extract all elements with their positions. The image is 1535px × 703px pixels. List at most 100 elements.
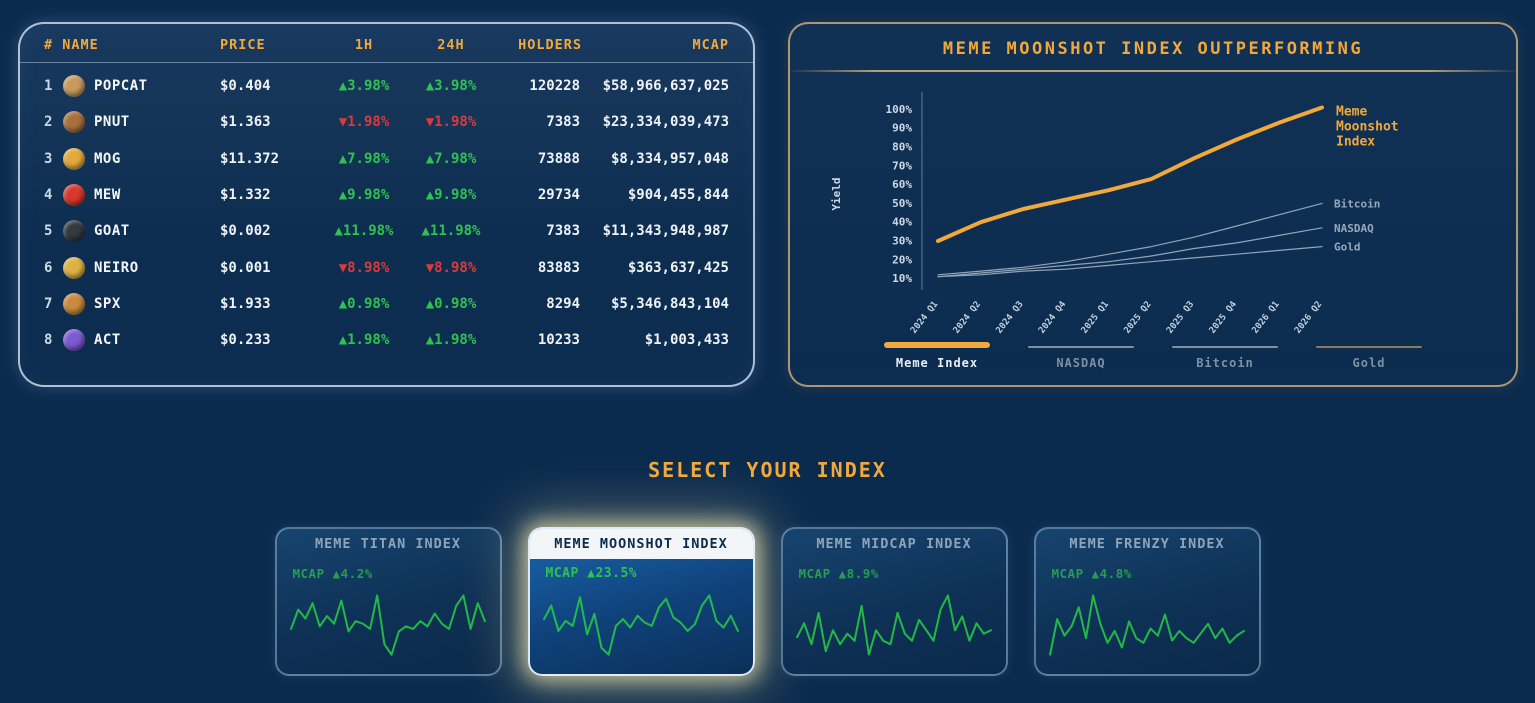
coin-rank: 3 <box>44 150 53 167</box>
goat-coin-icon <box>63 220 85 243</box>
coin-change-1h: ▲0.98% <box>338 295 390 312</box>
index-sparkline-chart <box>290 594 486 656</box>
table-header: # NAME PRICE 1H 24H HOLDERS MCAP <box>20 24 753 63</box>
coin-price: $0.002 <box>220 223 271 240</box>
coin-cell: 1 POPCAT <box>44 75 220 98</box>
index-card-title: MEME MOONSHOT INDEX <box>529 529 753 559</box>
index-sparkline-chart <box>796 594 992 656</box>
coin-change-1h: ▲7.98% <box>338 150 390 167</box>
coin-change-1h: ▲9.98% <box>338 187 390 204</box>
index-card-meme-frenzy-index[interactable]: MEME FRENZY INDEX MCAP ▲4.8% <box>1033 527 1261 676</box>
table-row[interactable]: 8 ACT $0.233 ▲1.98% ▲1.98% 10233 $1,003,433 <box>44 322 729 358</box>
legend-label: Bitcoin <box>1196 356 1254 370</box>
header-mcap: MCAP <box>692 37 729 53</box>
coin-name: POPCAT <box>94 78 148 95</box>
table-row[interactable]: 6 NEIRO $0.001 ▼8.98% ▼8.98% 83883 $363,637,42… <box>44 249 729 285</box>
table-row[interactable]: 1 POPCAT $0.404 ▲3.98% ▲3.98% 120228 $58,966,6… <box>44 68 729 104</box>
coin-cell: 7 SPX <box>44 292 220 315</box>
legend-item-nasdaq[interactable]: NASDAQ <box>1028 342 1134 370</box>
coin-change-1h: ▼1.98% <box>338 114 390 131</box>
table-row[interactable]: 2 PNUT $1.363 ▼1.98% ▼1.98% 7383 $23,334,039,4… <box>44 104 729 140</box>
svg-text:90%: 90% <box>892 122 912 135</box>
coin-change-24h: ▲9.98% <box>425 187 477 204</box>
coin-cell: 6 NEIRO <box>44 256 220 279</box>
coin-price: $0.001 <box>220 259 271 276</box>
coin-table-panel: # NAME PRICE 1H 24H HOLDERS MCAP 1 POPCAT… <box>18 22 755 387</box>
svg-text:100%: 100% <box>886 103 913 116</box>
coin-cell: 4 MEW <box>44 184 220 207</box>
neiro-coin-icon <box>63 256 85 279</box>
svg-text:10%: 10% <box>892 272 912 285</box>
coin-mcap: $23,334,039,473 <box>602 114 729 131</box>
coin-rank: 6 <box>44 259 53 276</box>
chart-legend: Meme Index NASDAQ Bitcoin Gold <box>790 342 1516 370</box>
coin-price: $0.404 <box>220 78 271 95</box>
coin-price: $1.332 <box>220 187 271 204</box>
svg-text:50%: 50% <box>892 197 912 210</box>
legend-line-swatch <box>884 342 990 348</box>
coin-change-1h: ▲3.98% <box>338 78 390 95</box>
coin-cell: 5 GOAT <box>44 220 220 243</box>
coin-change-24h: ▼1.98% <box>425 114 477 131</box>
table-row[interactable]: 7 SPX $1.933 ▲0.98% ▲0.98% 8294 $5,346,843,104 <box>44 286 729 322</box>
legend-item-meme-index[interactable]: Meme Index <box>884 342 990 370</box>
index-performance-chart: 10% 20% 30% 40% 50% 60% 70% 80% 90% 100% Yield 2024… <box>830 92 1399 336</box>
header-price: PRICE <box>220 37 266 53</box>
legend-label: Gold <box>1352 356 1386 370</box>
coin-cell: 3 MOG <box>44 147 220 170</box>
coin-change-24h: ▲1.98% <box>425 332 477 349</box>
coin-cell: 2 PNUT <box>44 111 220 134</box>
svg-text:Yield: Yield <box>830 177 843 210</box>
coin-change-1h: ▲11.98% <box>334 223 394 240</box>
coin-change-24h: ▲7.98% <box>425 150 477 167</box>
popcat-coin-icon <box>63 75 85 98</box>
header-24h: 24H <box>437 37 465 53</box>
svg-text:2025 Q3: 2025 Q3 <box>1165 300 1196 336</box>
index-card-mcap-change: MCAP ▲4.2% <box>292 566 373 581</box>
index-card-mcap-change: MCAP ▲23.5% <box>545 566 638 581</box>
svg-text:70%: 70% <box>892 159 912 172</box>
index-card-meme-midcap-index[interactable]: MEME MIDCAP INDEX MCAP ▲8.9% <box>780 527 1008 676</box>
svg-text:2025 Q2: 2025 Q2 <box>1122 300 1153 336</box>
coin-change-1h: ▼8.98% <box>338 259 390 276</box>
svg-text:Gold: Gold <box>1334 241 1361 254</box>
coin-holders: 7383 <box>546 223 580 240</box>
svg-text:2024 Q2: 2024 Q2 <box>952 300 983 336</box>
table-row[interactable]: 4 MEW $1.332 ▲9.98% ▲9.98% 29734 $904,455,844 <box>44 177 729 213</box>
svg-text:2024 Q1: 2024 Q1 <box>909 300 940 336</box>
coin-table-rows: 1 POPCAT $0.404 ▲3.98% ▲3.98% 120228 $58,966,6… <box>20 63 753 358</box>
coin-name: GOAT <box>94 223 130 240</box>
svg-text:20%: 20% <box>892 253 912 266</box>
mew-coin-icon <box>63 184 85 207</box>
coin-cell: 8 ACT <box>44 329 220 352</box>
table-row[interactable]: 5 GOAT $0.002 ▲11.98% ▲11.98% 7383 $11,343,948… <box>44 213 729 249</box>
coin-holders: 73888 <box>537 150 580 167</box>
legend-item-gold[interactable]: Gold <box>1316 342 1422 370</box>
coin-mcap: $58,966,637,025 <box>602 78 729 95</box>
select-index-title: SELECT YOUR INDEX <box>648 458 887 482</box>
coin-name: MOG <box>94 150 121 167</box>
coin-holders: 7383 <box>546 114 580 131</box>
index-card-meme-titan-index[interactable]: MEME TITAN INDEX MCAP ▲4.2% <box>274 527 502 676</box>
coin-price: $1.363 <box>220 114 271 131</box>
svg-text:2026 Q1: 2026 Q1 <box>1250 300 1281 336</box>
legend-line-swatch <box>1172 346 1278 348</box>
index-chart-panel: MEME MOONSHOT INDEX OUTPERFORMING 10% 20%… <box>788 22 1518 387</box>
index-card-title: MEME FRENZY INDEX <box>1069 536 1225 552</box>
table-row[interactable]: 3 MOG $11.372 ▲7.98% ▲7.98% 73888 $8,334,957,0… <box>44 141 729 177</box>
coin-holders: 29734 <box>537 187 580 204</box>
header-holders: HOLDERS <box>518 37 582 53</box>
coin-price: $0.233 <box>220 332 271 349</box>
legend-line-swatch <box>1028 346 1134 348</box>
coin-mcap: $11,343,948,987 <box>602 223 729 240</box>
chart-title-divider <box>790 70 1516 72</box>
index-card-meme-moonshot-index[interactable]: MEME MOONSHOT INDEX MCAP ▲23.5% <box>527 527 755 676</box>
legend-item-bitcoin[interactable]: Bitcoin <box>1172 342 1278 370</box>
legend-line-swatch <box>1316 346 1422 348</box>
svg-text:2024 Q4: 2024 Q4 <box>1037 299 1069 336</box>
svg-text:80%: 80% <box>892 141 912 154</box>
coin-rank: 8 <box>44 332 53 349</box>
coin-mcap: $8,334,957,048 <box>610 150 729 167</box>
